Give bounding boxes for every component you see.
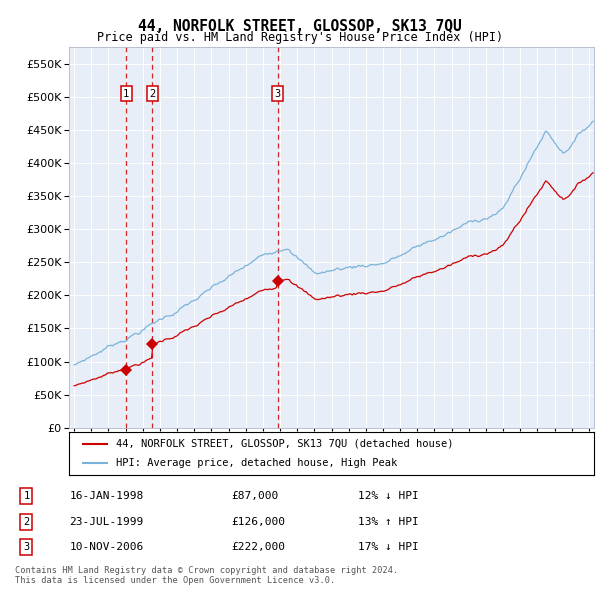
Text: 16-JAN-1998: 16-JAN-1998 [70, 491, 144, 502]
Text: 23-JUL-1999: 23-JUL-1999 [70, 517, 144, 527]
Text: This data is licensed under the Open Government Licence v3.0.: This data is licensed under the Open Gov… [15, 576, 335, 585]
Text: Price paid vs. HM Land Registry's House Price Index (HPI): Price paid vs. HM Land Registry's House … [97, 31, 503, 44]
Text: 2: 2 [23, 517, 29, 527]
Text: £87,000: £87,000 [231, 491, 278, 502]
Text: £222,000: £222,000 [231, 542, 285, 552]
Text: 1: 1 [123, 88, 130, 99]
Text: £126,000: £126,000 [231, 517, 285, 527]
Text: 13% ↑ HPI: 13% ↑ HPI [358, 517, 418, 527]
Text: 17% ↓ HPI: 17% ↓ HPI [358, 542, 418, 552]
Text: 44, NORFOLK STREET, GLOSSOP, SK13 7QU: 44, NORFOLK STREET, GLOSSOP, SK13 7QU [138, 19, 462, 34]
Text: 3: 3 [23, 542, 29, 552]
Text: 12% ↓ HPI: 12% ↓ HPI [358, 491, 418, 502]
Text: HPI: Average price, detached house, High Peak: HPI: Average price, detached house, High… [116, 458, 398, 468]
Text: 3: 3 [275, 88, 281, 99]
Text: Contains HM Land Registry data © Crown copyright and database right 2024.: Contains HM Land Registry data © Crown c… [15, 566, 398, 575]
Text: 44, NORFOLK STREET, GLOSSOP, SK13 7QU (detached house): 44, NORFOLK STREET, GLOSSOP, SK13 7QU (d… [116, 439, 454, 449]
Text: 1: 1 [23, 491, 29, 502]
Text: 2: 2 [149, 88, 155, 99]
Text: 10-NOV-2006: 10-NOV-2006 [70, 542, 144, 552]
